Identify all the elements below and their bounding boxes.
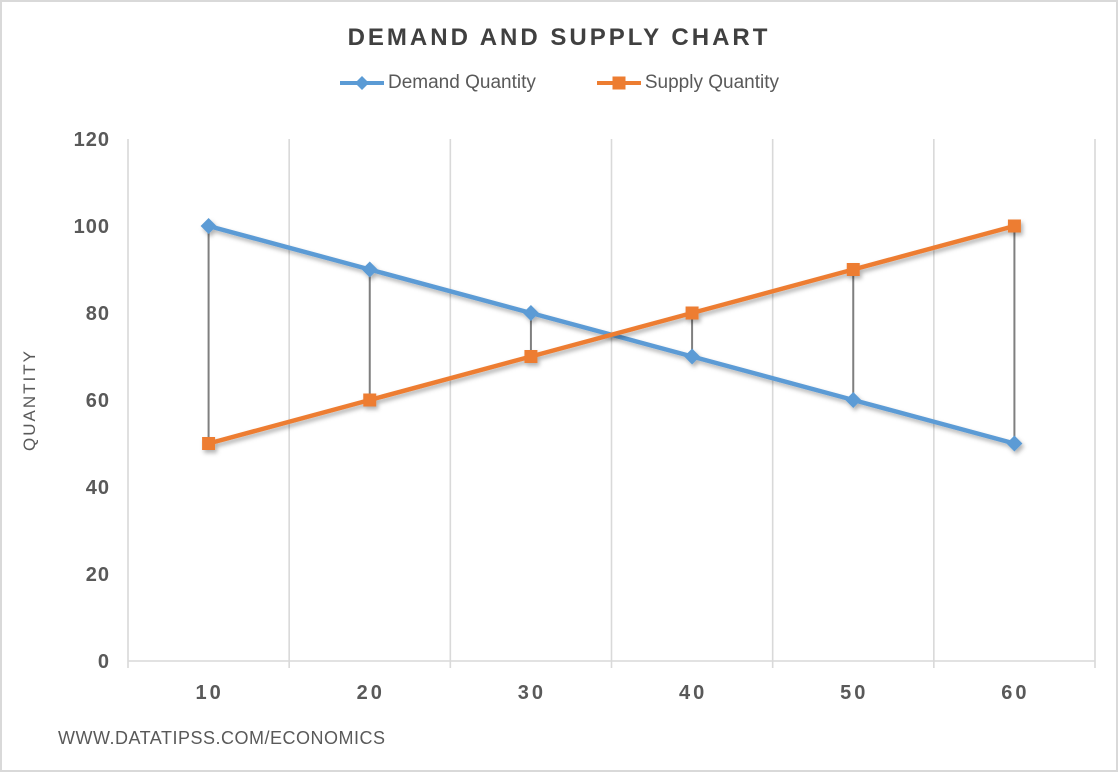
x-tick-label: 60 (1001, 682, 1029, 704)
x-tick-labels: 10 20 30 40 50 60 (195, 682, 1029, 704)
y-tick-label: 0 (98, 651, 110, 673)
legend-label-demand-quantity: Demand Quantity (388, 72, 536, 93)
x-tick-label: 50 (840, 682, 868, 704)
legend-item-demand-quantity: Demand Quantity (339, 72, 536, 94)
supply-quantity-marker (1007, 219, 1021, 233)
demand-quantity-marker (361, 261, 378, 278)
supply-quantity-marker (524, 350, 538, 363)
y-tick-label: 80 (86, 303, 110, 325)
y-tick-label: 20 (86, 564, 110, 586)
demand-quantity-legend-marker-icon (340, 76, 384, 90)
demand-quantity-marker (845, 392, 862, 408)
demand-quantity-marker (522, 305, 539, 321)
x-tick-label: 20 (357, 682, 385, 704)
y-tick-label: 100 (74, 216, 110, 238)
y-tick-label: 120 (74, 129, 110, 151)
supply-quantity-marker (685, 306, 699, 320)
legend-item-supply-quantity: Supply Quantity (596, 72, 779, 94)
x-axis (127, 660, 1096, 668)
watermark-url: WWW.DATATIPSS.COM/ECONOMICS (58, 728, 386, 748)
y-tick-label: 60 (86, 390, 110, 412)
x-tick-label: 10 (195, 682, 223, 704)
supply-quantity-marker (202, 437, 216, 450)
y-axis-title: QUANTITY (20, 139, 40, 661)
supply-quantity-marker (363, 393, 377, 407)
series-supply-quantity (202, 219, 1021, 450)
demand-quantity-marker (684, 348, 701, 365)
legend: Demand Quantity Supply Quantity (2, 72, 1116, 94)
chart-title: DEMAND AND SUPPLY CHART (347, 24, 771, 51)
supply-quantity-marker (846, 263, 860, 276)
legend-label-supply-quantity: Supply Quantity (644, 72, 779, 93)
x-tick-label: 40 (679, 682, 707, 704)
gridlines (127, 139, 1096, 661)
y-tick-label: 40 (86, 477, 110, 499)
demand-quantity-marker (1006, 435, 1023, 452)
x-tick-label: 30 (518, 682, 546, 704)
y-axis-title-text: QUANTITY (20, 349, 39, 451)
y-tick-labels: 0 20 40 60 80 100 120 (74, 129, 110, 673)
supply-quantity-legend-marker-icon (596, 76, 641, 90)
demand-quantity-marker (200, 218, 217, 234)
supply-quantity-line (206, 223, 1017, 446)
